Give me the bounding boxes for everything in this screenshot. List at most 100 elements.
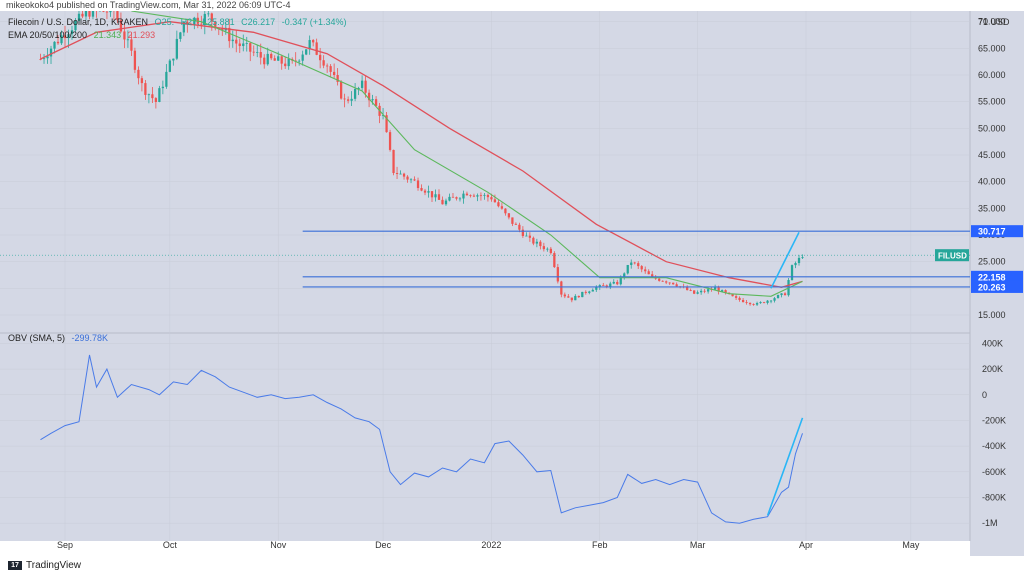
candle-body (42, 58, 46, 60)
candle-body (591, 289, 594, 292)
ema-legend: EMA 20/50/100/200 21.343 21.293 (8, 30, 159, 40)
candle-body (637, 263, 640, 267)
level-badge-label: 22.158 (978, 272, 1006, 282)
candle-body (616, 281, 619, 285)
candle-body (116, 11, 119, 21)
candle-body (633, 262, 636, 264)
candle-body (56, 41, 60, 44)
ema50-value: 21.293 (127, 30, 156, 40)
candle-body (486, 194, 490, 198)
level-badge (971, 225, 1023, 238)
candle-body (609, 283, 612, 287)
obv-y-tick: 400K (982, 338, 1003, 348)
plot-background (0, 11, 970, 541)
candle-body (451, 196, 455, 198)
candle-body (385, 115, 388, 133)
candle-body (689, 290, 692, 291)
ohlc-open: O25. (154, 17, 175, 27)
obv-value: -299.78K (71, 333, 109, 343)
candle-body (574, 295, 577, 301)
candle-body (413, 179, 416, 181)
candle-body (395, 173, 399, 174)
candle-body (479, 195, 483, 197)
candle-body (423, 190, 427, 193)
candle-body (39, 59, 42, 60)
candle-body (700, 290, 703, 293)
candle-body (249, 43, 252, 52)
candle-body (53, 41, 56, 49)
ohlc-rest: H27. L25.881 (180, 17, 235, 27)
obv-y-tick: -1M (982, 518, 998, 528)
level-badge-label: 20.263 (978, 282, 1006, 292)
candle-body (577, 295, 580, 298)
obv-y-tick: -600K (982, 467, 1006, 477)
candle-body (175, 38, 178, 59)
x-tick-label: May (902, 540, 920, 550)
candle-body (287, 58, 290, 67)
candle-body (60, 35, 63, 44)
candle-body (259, 52, 262, 58)
candle-body (406, 176, 409, 180)
candle-body (563, 294, 566, 297)
candle-body (161, 86, 165, 89)
candle-body (221, 28, 224, 31)
x-tick-label: 2022 (481, 540, 501, 550)
candle-body (74, 20, 77, 31)
candle-body (661, 280, 664, 282)
candle-body (490, 197, 493, 200)
candle-body (535, 241, 538, 244)
level-badge-label: 30.717 (978, 227, 1006, 237)
price-y-tick: 35.000 (978, 203, 1006, 213)
obv-label: OBV (SMA, 5) (8, 333, 66, 343)
candle-body (137, 69, 140, 79)
candle-body (200, 23, 203, 25)
candle-body (350, 98, 353, 101)
candle-body (140, 78, 144, 84)
candle-body (556, 267, 559, 282)
candle-body (49, 48, 53, 57)
price-y-tick: 45.000 (978, 150, 1006, 160)
candle-body (133, 50, 137, 70)
tradingview-logo-icon: 17 (8, 561, 22, 570)
candle-body (154, 98, 158, 102)
obv-y-tick: -400K (982, 441, 1006, 451)
candle-body (518, 224, 521, 230)
candle-body (762, 302, 766, 303)
candle-body (305, 49, 308, 55)
obv-line (40, 354, 803, 524)
candle-body (280, 56, 283, 64)
candle-body (392, 149, 395, 174)
x-tick-label: Mar (690, 540, 706, 550)
candle-body (312, 40, 315, 43)
candle-body (567, 296, 570, 298)
chart-frame[interactable]: 15.00020.00025.00030.00035.00040.00045.0… (0, 11, 1024, 556)
published-line: mikeokoko4 published on TradingView.com,… (6, 0, 291, 10)
candle-body (63, 35, 67, 39)
obv-y-tick: -800K (982, 492, 1006, 502)
ohlc-close: C26.217 (241, 17, 276, 27)
candle-body (231, 39, 234, 42)
candle-body (738, 297, 741, 300)
candle-body (186, 21, 189, 25)
candle-body (493, 199, 497, 203)
candle-body (329, 66, 332, 72)
candle-body (357, 87, 360, 89)
candle-body (158, 88, 161, 102)
candle-body (284, 63, 287, 67)
x-tick-label: Nov (270, 540, 287, 550)
candle-body (130, 39, 133, 51)
candle-body (388, 132, 392, 150)
candle-body (238, 43, 241, 47)
candle-body (686, 287, 689, 291)
candle-body (741, 299, 745, 303)
candle-body (353, 88, 357, 99)
candle-body (553, 253, 556, 268)
candle-body (528, 235, 532, 238)
candle-body (626, 264, 629, 274)
candle-body (263, 57, 266, 65)
candle-body (598, 285, 601, 288)
candle-body (105, 11, 109, 13)
last-price-badge-label: FILUSD (938, 252, 967, 261)
candle-body (759, 302, 762, 304)
last-price-badge (935, 249, 969, 262)
